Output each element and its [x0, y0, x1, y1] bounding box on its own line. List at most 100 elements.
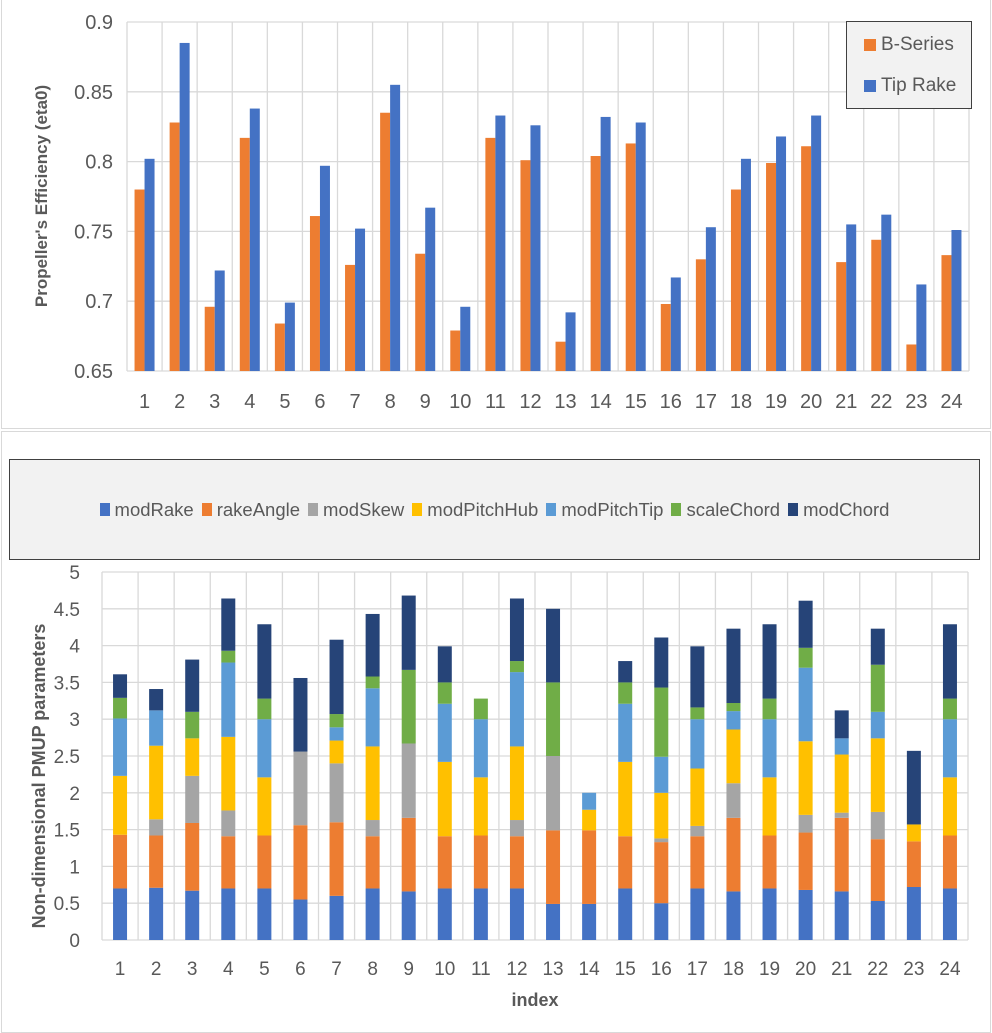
bar-segment-modRake-21 [834, 891, 849, 940]
bar-segment-modChord-16 [654, 637, 669, 688]
bar-b-series-7 [345, 264, 356, 371]
y-tick-label: 3.5 [54, 673, 80, 694]
bar-segment-scaleChord-1 [113, 697, 128, 719]
bar-segment-modPitchHub-11 [473, 777, 488, 836]
bar-segment-scaleChord-10 [437, 682, 452, 704]
bar-b-series-11 [485, 137, 496, 371]
bar-tip-rake-4 [249, 108, 260, 371]
bar-segment-modPitchHub-22 [870, 738, 885, 812]
bar-b-series-22 [871, 239, 882, 371]
bar-segment-scaleChord-13 [546, 682, 561, 756]
bar-segment-modPitchTip-15 [618, 703, 633, 762]
legend-item-modPitchTip: modPitchTip [546, 499, 663, 521]
bar-tip-rake-8 [390, 84, 401, 371]
bar-b-series-15 [625, 143, 636, 371]
bar-segment-scaleChord-24 [942, 698, 957, 720]
bar-tip-rake-3 [214, 270, 225, 371]
x-tick-label: 23 [905, 391, 927, 413]
bar-segment-modSkew-7 [329, 763, 344, 823]
bar-segment-modPitchTip-16 [654, 756, 669, 793]
bar-segment-modPitchTip-10 [437, 703, 452, 762]
x-tick-label: 10 [434, 959, 455, 980]
y-tick-label: 1 [69, 857, 80, 878]
bar-tip-rake-12 [530, 125, 541, 371]
bar-tip-rake-24 [951, 230, 962, 371]
bar-segment-scaleChord-17 [690, 707, 705, 720]
bar-segment-rakeAngle-11 [473, 835, 488, 889]
bar-segment-rakeAngle-8 [365, 836, 380, 889]
bar-segment-modSkew-12 [509, 820, 524, 837]
bar-segment-modPitchHub-2 [149, 745, 164, 820]
bar-segment-modRake-11 [473, 888, 488, 940]
x-tick-label: 6 [295, 959, 306, 980]
legend-item-rakeAngle: rakeAngle [201, 499, 300, 521]
bar-segment-rakeAngle-14 [582, 830, 597, 904]
bar-b-series-2 [169, 122, 180, 372]
x-tick-label: 8 [385, 391, 396, 413]
legend-label: scaleChord [686, 498, 781, 520]
bar-b-series-10 [450, 330, 461, 371]
y-tick-label: 5 [69, 563, 80, 584]
bar-segment-modPitchHub-12 [509, 746, 524, 821]
legend-item-b-series: B-Series [864, 34, 954, 56]
x-tick-label: 4 [223, 959, 234, 980]
bar-tip-rake-17 [705, 227, 716, 371]
bar-tip-rake-21 [846, 224, 857, 371]
x-tick-label: 22 [867, 959, 888, 980]
bar-segment-modChord-15 [618, 661, 633, 683]
bar-segment-modPitchHub-16 [654, 792, 669, 839]
legend-swatch-rakeAngle [201, 503, 212, 516]
bar-segment-modPitchHub-5 [257, 777, 272, 836]
bar-segment-modPitchHub-8 [365, 746, 380, 821]
y-tick-label: 1.5 [54, 821, 80, 842]
bar-segment-modPitchHub-20 [798, 741, 813, 815]
bottom-chart-y-tick-labels: 0 0.5 1 1.5 2 2.5 3 3.5 4 4.5 5 [54, 563, 81, 952]
bar-segment-modRake-17 [690, 888, 705, 940]
x-tick-label: 8 [367, 959, 378, 980]
bar-segment-scaleChord-22 [870, 664, 885, 712]
bar-segment-modChord-8 [365, 613, 380, 677]
x-tick-label: 2 [174, 391, 185, 413]
bar-tip-rake-20 [811, 115, 822, 371]
bar-segment-rakeAngle-5 [257, 835, 272, 889]
bar-b-series-18 [730, 189, 741, 371]
legend-item-tip-rake: Tip Rake [864, 75, 956, 97]
x-tick-label: 3 [187, 959, 198, 980]
bar-segment-rakeAngle-1 [113, 834, 128, 889]
x-tick-label: 9 [420, 391, 431, 413]
legend-label: modSkew [323, 498, 405, 520]
bar-tip-rake-6 [319, 165, 330, 371]
bar-segment-rakeAngle-13 [546, 830, 561, 904]
bar-segment-modRake-13 [546, 903, 561, 940]
top-chart-legend: B-Series Tip Rake [846, 21, 972, 109]
y-tick-label: 0.65 [74, 361, 113, 383]
bar-b-series-12 [520, 160, 531, 371]
bar-b-series-21 [836, 262, 847, 371]
legend-item-modRake: modRake [99, 499, 194, 521]
bar-b-series-3 [204, 306, 215, 371]
y-tick-label: 4.5 [54, 600, 80, 621]
bar-b-series-9 [415, 253, 426, 371]
bar-segment-scaleChord-18 [726, 703, 741, 712]
bar-segment-modChord-4 [221, 598, 236, 651]
x-tick-label: 7 [331, 959, 342, 980]
bar-segment-modRake-7 [329, 895, 344, 940]
bar-segment-modRake-24 [942, 888, 957, 940]
legend-item-modSkew: modSkew [308, 499, 404, 521]
bar-segment-modChord-1 [113, 674, 128, 698]
legend-swatch-tip-rake [864, 80, 876, 92]
bar-segment-scaleChord-19 [762, 698, 777, 720]
y-tick-label: 0 [69, 931, 80, 952]
legend-label: B-Series [881, 34, 954, 55]
top-chart-y-axis-label: Propeller's Efficiency (eta0) [32, 85, 51, 307]
bar-segment-rakeAngle-9 [401, 817, 416, 892]
bottom-chart-x-tick-labels: 1 2 3 4 5 6 7 8 9 10 11 12 13 14 15 16 17 18 19 20 21 22 23 24 [115, 959, 961, 980]
legend-item-modPitchHub: modPitchHub [412, 499, 538, 521]
x-tick-label: 20 [800, 391, 822, 413]
x-tick-label: 5 [259, 959, 270, 980]
x-tick-label: 15 [625, 391, 647, 413]
bar-segment-modRake-23 [906, 887, 921, 940]
x-tick-label: 16 [660, 391, 682, 413]
bar-tip-rake-16 [670, 277, 681, 371]
legend-label: modPitchTip [561, 498, 664, 520]
